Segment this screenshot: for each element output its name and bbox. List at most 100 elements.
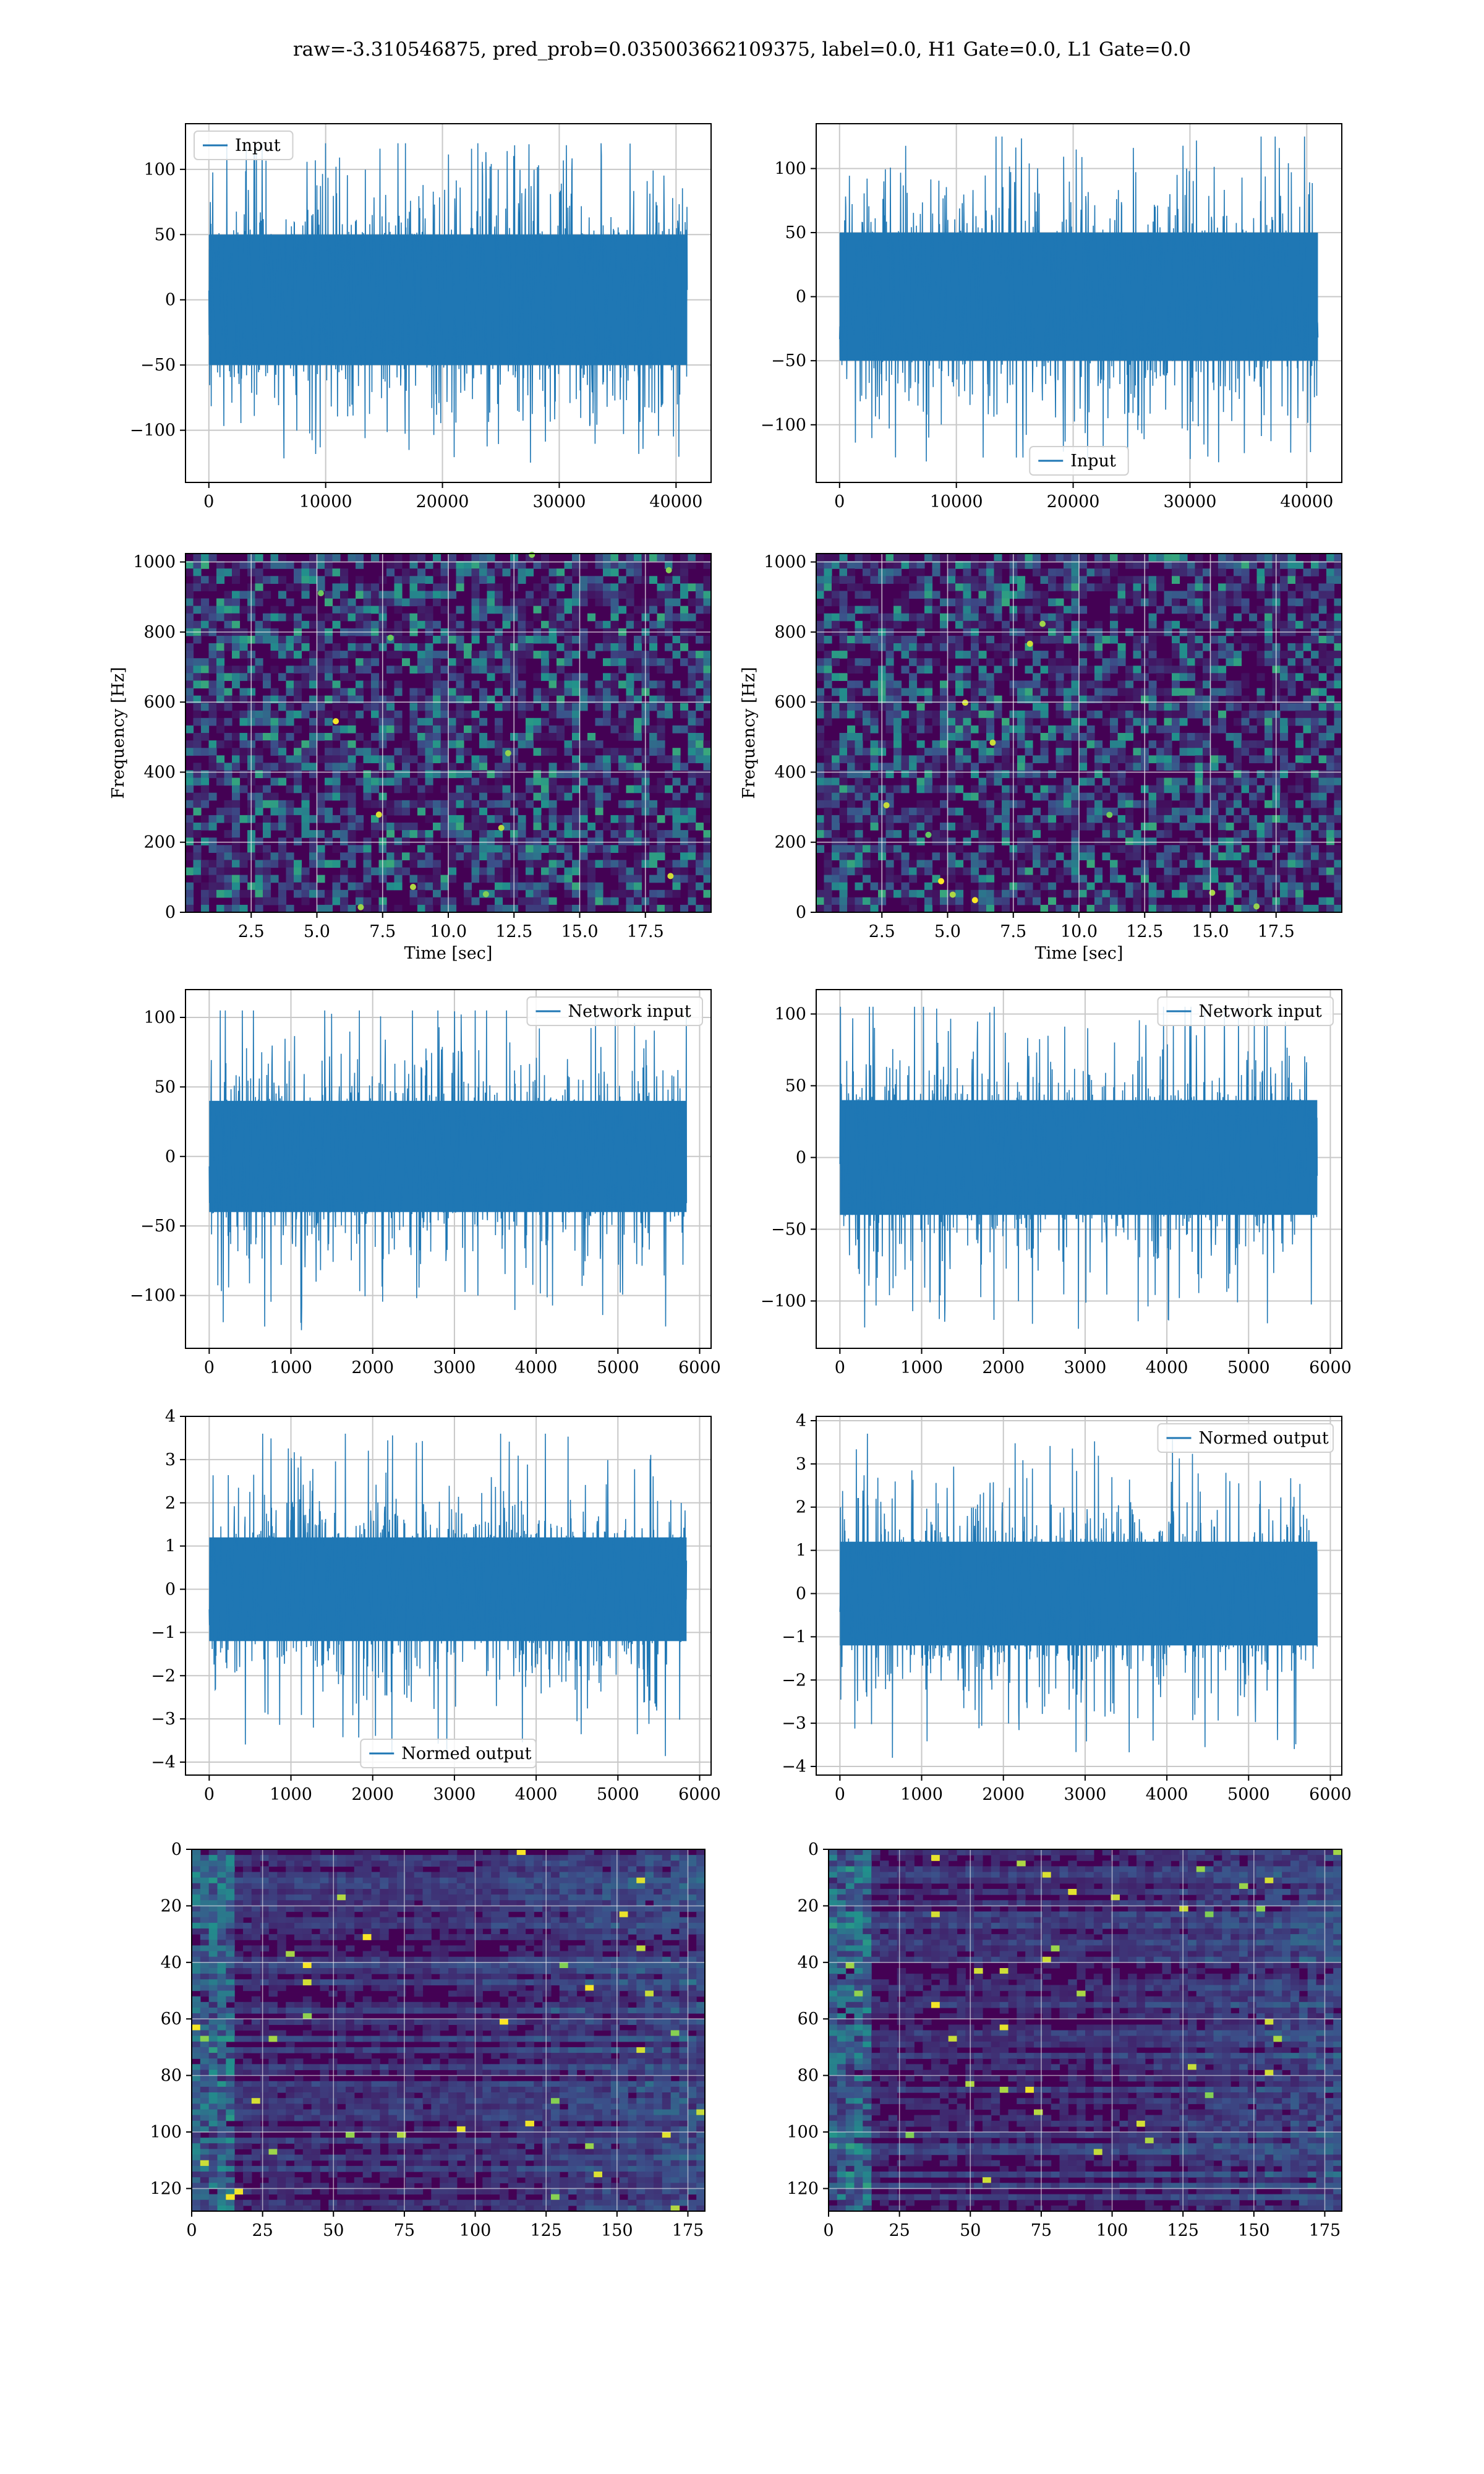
heatmap-cell	[348, 830, 356, 838]
heatmap-cell	[847, 658, 856, 666]
heatmap-cell	[1195, 568, 1203, 576]
heatmap-cell	[208, 688, 217, 696]
heatmap-cell	[816, 792, 825, 801]
heatmap-cell	[916, 717, 925, 726]
heatmap-cell	[1079, 897, 1088, 905]
heatmap-cell	[1287, 598, 1296, 607]
heatmap-cell	[340, 606, 349, 614]
heatmap-cell	[193, 606, 202, 614]
y-tick-label: −100	[761, 1291, 806, 1311]
heatmap-cell	[332, 583, 341, 591]
heatmap-cell	[479, 777, 488, 786]
heatmap-cell	[1110, 763, 1119, 771]
x-tick-label: 6000	[1309, 1785, 1352, 1804]
heatmap-cell	[502, 568, 511, 576]
heatmap-cell	[940, 837, 949, 845]
heatmap-cell	[703, 837, 712, 845]
heatmap-cell	[270, 875, 279, 883]
heatmap-cell	[1303, 613, 1311, 622]
heatmap-cell	[556, 598, 565, 607]
heatmap-cell	[893, 695, 902, 704]
heatmap-cell	[696, 703, 704, 711]
heatmap-cell	[603, 695, 612, 704]
heatmap-cell	[963, 755, 971, 763]
y-tick-label: 50	[785, 1076, 806, 1095]
heatmap-cell	[1055, 755, 1064, 763]
heatmap-cell	[595, 695, 603, 704]
heatmap-cell	[541, 598, 550, 607]
heatmap-cell	[909, 889, 918, 898]
heatmap-cell	[1156, 583, 1165, 591]
y-tick-label: −100	[130, 1286, 176, 1306]
heatmap-cell	[688, 860, 696, 868]
heatmap-hotspot	[949, 891, 956, 898]
heatmap-cell	[870, 680, 879, 689]
heatmap-cell	[286, 598, 294, 607]
heatmap-cell	[348, 800, 356, 808]
y-tick-label: 50	[785, 223, 806, 242]
heatmap-cell	[696, 904, 704, 913]
heatmap-cell	[556, 583, 565, 591]
heatmap-cell	[832, 755, 840, 763]
heatmap-cell	[1064, 568, 1072, 576]
heatmap-cell	[508, 1855, 518, 1861]
heatmap-cell	[994, 554, 1002, 562]
heatmap-cell	[456, 635, 464, 644]
heatmap-cell	[1303, 680, 1311, 689]
heatmap-cell	[1117, 554, 1126, 562]
heatmap-cell	[1179, 673, 1188, 681]
heatmap-cell	[491, 1855, 500, 1861]
heatmap-cell	[595, 807, 603, 816]
heatmap-cell	[1311, 561, 1320, 569]
heatmap-cell	[665, 889, 673, 898]
heatmap-cell	[340, 889, 349, 898]
heatmap-cell	[294, 882, 302, 891]
heatmap-cell	[626, 748, 634, 756]
heatmap-cell	[1179, 688, 1188, 696]
heatmap-cell	[1133, 837, 1141, 845]
heatmap-cell	[1079, 763, 1088, 771]
y-tick-label: −50	[771, 1220, 806, 1239]
heatmap-cell	[518, 568, 526, 576]
heatmap-cell	[839, 889, 848, 898]
heatmap-cell	[1064, 554, 1072, 562]
heatmap-cell	[1064, 703, 1072, 711]
heatmap-cell	[263, 889, 271, 898]
heatmap-cell	[354, 1883, 364, 1890]
heatmap-cell	[294, 635, 302, 644]
heatmap-cell	[579, 777, 588, 786]
heatmap-cell	[870, 748, 879, 756]
heatmap-cell	[226, 1866, 235, 1873]
heatmap-cell	[409, 703, 418, 711]
heatmap-cell	[433, 889, 441, 898]
heatmap-cell	[317, 845, 325, 853]
heatmap-cell	[216, 815, 225, 823]
heatmap-cell	[1303, 904, 1311, 913]
heatmap-cell	[518, 740, 526, 748]
heatmap-cell	[440, 770, 449, 779]
heatmap-cell	[448, 830, 457, 838]
heatmap-cell	[1094, 815, 1103, 823]
heatmap-cell	[680, 554, 689, 562]
heatmap-cell	[909, 561, 918, 569]
heatmap-cell	[863, 837, 871, 845]
heatmap-cell	[595, 860, 603, 868]
heatmap-cell	[239, 875, 248, 883]
heatmap-cell	[464, 852, 472, 860]
heatmap-cell	[325, 666, 333, 674]
heatmap-cell	[932, 740, 940, 748]
heatmap-cell	[433, 554, 441, 562]
heatmap-cell	[340, 837, 349, 845]
heatmap-cell	[301, 740, 310, 748]
heatmap-cell	[270, 576, 279, 584]
heatmap-cell	[1055, 688, 1064, 696]
heatmap-cell	[947, 561, 956, 569]
heatmap-cell	[409, 889, 418, 898]
heatmap-cell	[440, 680, 449, 689]
heatmap-cell	[533, 830, 542, 838]
heatmap-cell	[703, 852, 712, 860]
heatmap-cell	[1156, 792, 1165, 801]
heatmap-cell	[670, 1860, 680, 1867]
heatmap-cell	[533, 613, 542, 622]
heatmap-cell	[626, 561, 634, 569]
